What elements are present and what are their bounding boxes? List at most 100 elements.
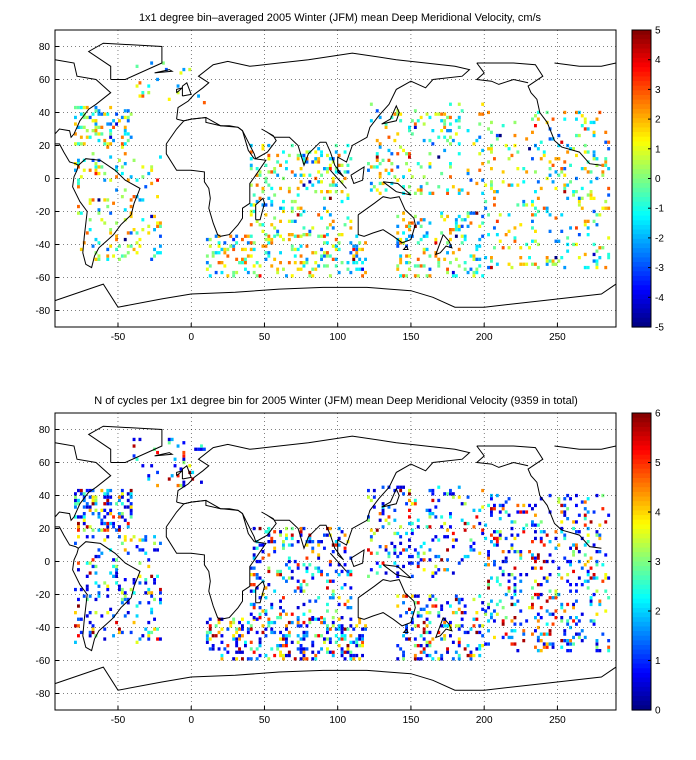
velocity-data-cell	[408, 267, 411, 271]
velocity-data-cell	[293, 254, 297, 258]
cycles-data-cell	[463, 611, 467, 615]
cycles-data-cell	[94, 508, 98, 512]
cycles-data-cell	[522, 632, 526, 636]
cycles-data-cell	[167, 477, 171, 481]
velocity-data-cell	[463, 261, 467, 265]
coastline	[357, 196, 416, 244]
cycles-data-cell	[94, 597, 98, 602]
colorbar-swatch	[632, 668, 651, 674]
velocity-data-cell	[311, 226, 315, 230]
cycles-data-cell	[255, 657, 259, 661]
cycles-data-cell	[507, 579, 511, 583]
cycles-data-cell	[74, 495, 77, 499]
velocity-data-cell	[314, 150, 318, 154]
velocity-data-cell	[437, 261, 441, 265]
velocity-data-cell	[323, 196, 326, 200]
velocity-data-cell	[97, 198, 101, 202]
cycles-data-cell	[220, 657, 224, 661]
velocity-data-cell	[551, 262, 555, 266]
velocity-data-cell	[141, 175, 145, 179]
cycles-data-cell	[252, 546, 256, 550]
velocity-data-cell	[589, 196, 593, 200]
cycles-data-cell	[205, 620, 209, 625]
velocity-data-cell	[91, 198, 95, 202]
velocity-data-cell	[311, 183, 315, 187]
cycles-data-cell	[299, 657, 303, 661]
cycles-data-cell	[583, 635, 587, 640]
velocity-data-cell	[405, 237, 408, 242]
velocity-data-cell	[106, 204, 110, 209]
colorbar-swatch	[632, 289, 651, 296]
cycles-data-cell	[402, 492, 405, 496]
cycles-data-cell	[147, 477, 151, 481]
cycles-data-cell	[592, 543, 596, 547]
cycles-data-cell	[118, 587, 121, 592]
velocity-data-cell	[478, 224, 482, 228]
cycles-data-cell	[144, 578, 148, 582]
velocity-data-cell	[261, 190, 265, 194]
cycles-data-cell	[569, 625, 572, 630]
velocity-data-cell	[443, 122, 447, 126]
cycles-data-cell	[94, 554, 98, 559]
cycles-data-cell	[536, 625, 540, 630]
cycles-data-cell	[396, 604, 400, 608]
velocity-data-cell	[378, 171, 382, 176]
velocity-data-cell	[457, 188, 461, 192]
velocity-data-cell	[504, 143, 508, 148]
velocity-data-cell	[604, 206, 608, 210]
coastline	[255, 580, 266, 604]
cycles-data-cell	[100, 551, 104, 555]
cycles-data-cell	[346, 599, 350, 603]
cycles-data-cell	[147, 591, 151, 595]
cycles-data-cell	[290, 543, 294, 547]
cycles-data-cell	[516, 599, 520, 603]
velocity-data-cell	[302, 261, 306, 265]
velocity-data-cell	[428, 115, 432, 120]
cycles-data-cell	[425, 640, 429, 644]
cycles-data-cell	[554, 589, 558, 593]
velocity-data-cell	[531, 199, 534, 204]
cycles-data-cell	[589, 619, 593, 623]
velocity-data-cell	[317, 180, 321, 184]
velocity-data-cell	[551, 163, 555, 167]
velocity-data-cell	[141, 228, 145, 232]
cycles-data-cell	[495, 579, 499, 583]
velocity-data-cell	[293, 219, 297, 223]
cycles-data-cell	[279, 644, 282, 648]
velocity-data-cell	[478, 112, 482, 116]
cycles-data-cell	[604, 576, 608, 580]
cycles-data-cell	[560, 530, 564, 534]
cycles-data-cell	[147, 474, 151, 478]
velocity-data-cell	[408, 221, 411, 225]
velocity-data-cell	[115, 165, 118, 169]
velocity-data-cell	[481, 214, 485, 219]
velocity-data-cell	[604, 160, 608, 164]
cycles-data-cell	[290, 640, 294, 644]
cycles-data-cell	[513, 536, 517, 541]
cycles-data-cell	[91, 627, 95, 631]
velocity-data-cell	[460, 218, 464, 222]
cycles-data-cell	[384, 518, 388, 522]
velocity-data-cell	[446, 241, 449, 245]
cycles-data-cell	[343, 657, 347, 661]
cycles-data-cell	[129, 495, 133, 499]
cycles-data-cell	[123, 535, 127, 539]
cycles-data-cell	[484, 642, 488, 646]
velocity-data-cell	[563, 173, 567, 177]
cycles-data-cell	[346, 569, 350, 574]
cycles-data-cell	[150, 591, 154, 595]
colorbar-swatch	[632, 90, 651, 96]
coastline	[357, 579, 416, 627]
velocity-data-cell	[355, 244, 359, 248]
cycles-data-cell	[463, 554, 467, 559]
cycles-data-cell	[539, 566, 543, 570]
cycles-data-cell	[504, 556, 508, 560]
cycles-data-cell	[115, 558, 118, 562]
velocity-data-cell	[408, 224, 411, 228]
velocity-data-cell	[279, 186, 282, 191]
velocity-data-cell	[129, 204, 133, 209]
velocity-data-cell	[457, 102, 461, 106]
velocity-data-cell	[323, 241, 326, 245]
velocity-data-cell	[484, 256, 488, 260]
cycles-data-cell	[451, 492, 455, 496]
